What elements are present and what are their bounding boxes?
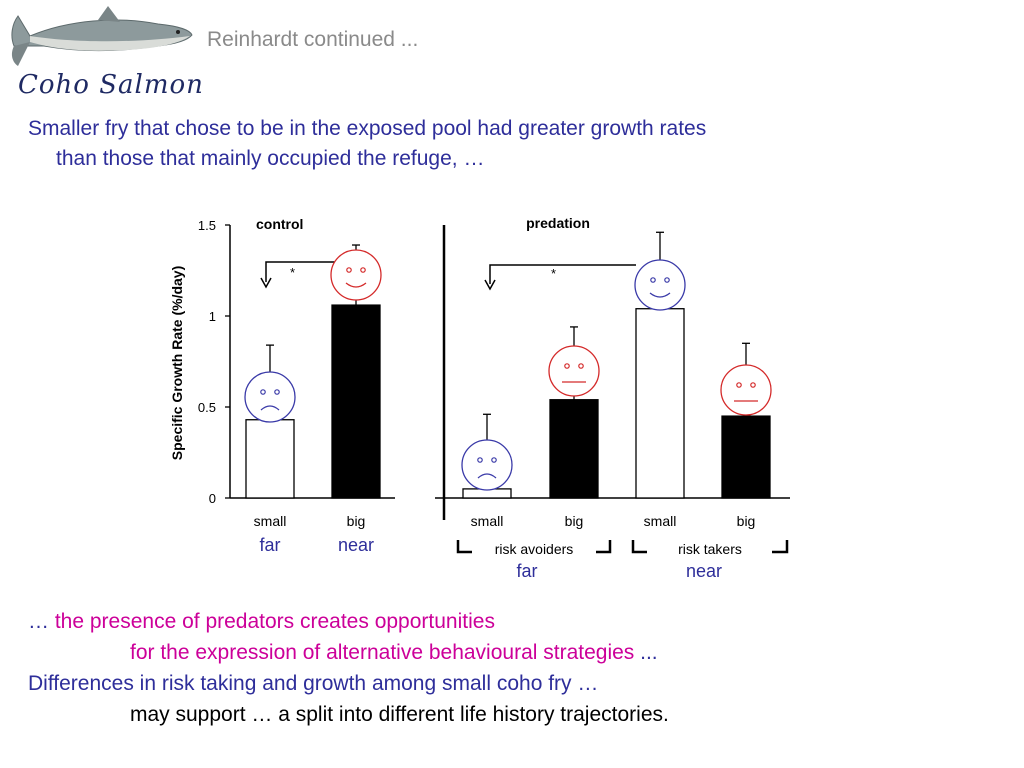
position-label-far: far xyxy=(516,561,537,581)
face-predation-1-eye xyxy=(564,363,570,369)
face-predation-0-mouth xyxy=(477,473,497,479)
face-control-big xyxy=(330,249,382,301)
face-predation-2-eye xyxy=(650,277,656,283)
x-tick-label: big xyxy=(565,513,584,529)
coho-salmon-logo-text: Coho Salmon xyxy=(18,70,204,100)
face-control-big-eye xyxy=(360,267,366,273)
x-tick-label: big xyxy=(347,513,366,529)
face-predation-1 xyxy=(548,345,600,397)
y-tick-label: 0.5 xyxy=(198,400,216,415)
group-bracket xyxy=(596,540,612,554)
growth-rate-chart: 0 0.5 1 1.5 Specific Growth Rate (%/day) cont… xyxy=(169,215,790,581)
significance-bracket xyxy=(489,264,636,284)
significance-star: * xyxy=(551,266,556,281)
x-tick-label: small xyxy=(471,513,504,529)
conclusion-line-3: Differences in risk taking and growth am… xyxy=(28,672,599,695)
intro-text: Smaller fry that chose to be in the expo… xyxy=(28,114,928,174)
panel-title-control: control xyxy=(256,216,303,232)
face-predation-1-eye xyxy=(578,363,584,369)
face-predation-3-eye xyxy=(750,382,756,388)
group-label-risk-avoiders: risk avoiders xyxy=(495,541,574,557)
page-title: Reinhardt continued ... xyxy=(207,28,419,51)
panel-title-predation: predation xyxy=(526,215,590,231)
face-predation-2-mouth xyxy=(649,292,671,298)
bar-predation-big xyxy=(721,415,771,499)
face-predation-3 xyxy=(720,364,772,416)
significance-star: * xyxy=(290,265,295,280)
face-predation-0 xyxy=(461,439,513,491)
x-tick-label: small xyxy=(644,513,677,529)
conclusion-line-2: for the expression of alternative behavi… xyxy=(130,641,658,664)
significance-arrow xyxy=(484,279,496,291)
group-bracket xyxy=(772,540,789,554)
intro-line-1: Smaller fry that chose to be in the expo… xyxy=(28,117,707,140)
intro-line-2: than those that mainly occupied the refu… xyxy=(56,147,485,170)
face-control-small-eye xyxy=(274,389,280,395)
position-label-far: far xyxy=(259,535,280,555)
x-tick-label: big xyxy=(737,513,756,529)
position-label-near: near xyxy=(338,535,374,555)
significance-bracket xyxy=(265,261,352,282)
y-tick-label: 1 xyxy=(209,309,216,324)
face-control-small-mouth xyxy=(260,405,280,411)
group-bracket xyxy=(456,540,472,554)
bar-predation-big xyxy=(549,399,599,499)
bar-control-big xyxy=(331,304,381,499)
position-label-near: near xyxy=(686,561,722,581)
face-predation-0-eye xyxy=(477,457,483,463)
y-axis-label: Specific Growth Rate (%/day) xyxy=(169,266,185,460)
salmon-fish-icon xyxy=(11,6,193,66)
face-predation-3-eye xyxy=(736,382,742,388)
y-tick-label: 0 xyxy=(209,491,216,506)
bar-predation-small xyxy=(635,308,685,499)
conclusion-line-4: may support … a split into different lif… xyxy=(130,703,669,726)
bar-control-small xyxy=(245,419,295,499)
group-bracket xyxy=(631,540,647,554)
face-predation-0-eye xyxy=(491,457,497,463)
face-control-small-eye xyxy=(260,389,266,395)
face-predation-2 xyxy=(634,259,686,311)
conclusion-line-1: … the presence of predators creates oppo… xyxy=(28,610,495,633)
conclusion-text: … the presence of predators creates oppo… xyxy=(28,606,1008,730)
face-control-big-eye xyxy=(346,267,352,273)
x-tick-label: small xyxy=(254,513,287,529)
face-control-big-mouth xyxy=(345,282,367,288)
face-predation-2-eye xyxy=(664,277,670,283)
y-tick-label: 1.5 xyxy=(198,218,216,233)
significance-arrow xyxy=(260,277,272,289)
face-control-small xyxy=(244,371,296,423)
group-label-risk-takers: risk takers xyxy=(678,541,742,557)
